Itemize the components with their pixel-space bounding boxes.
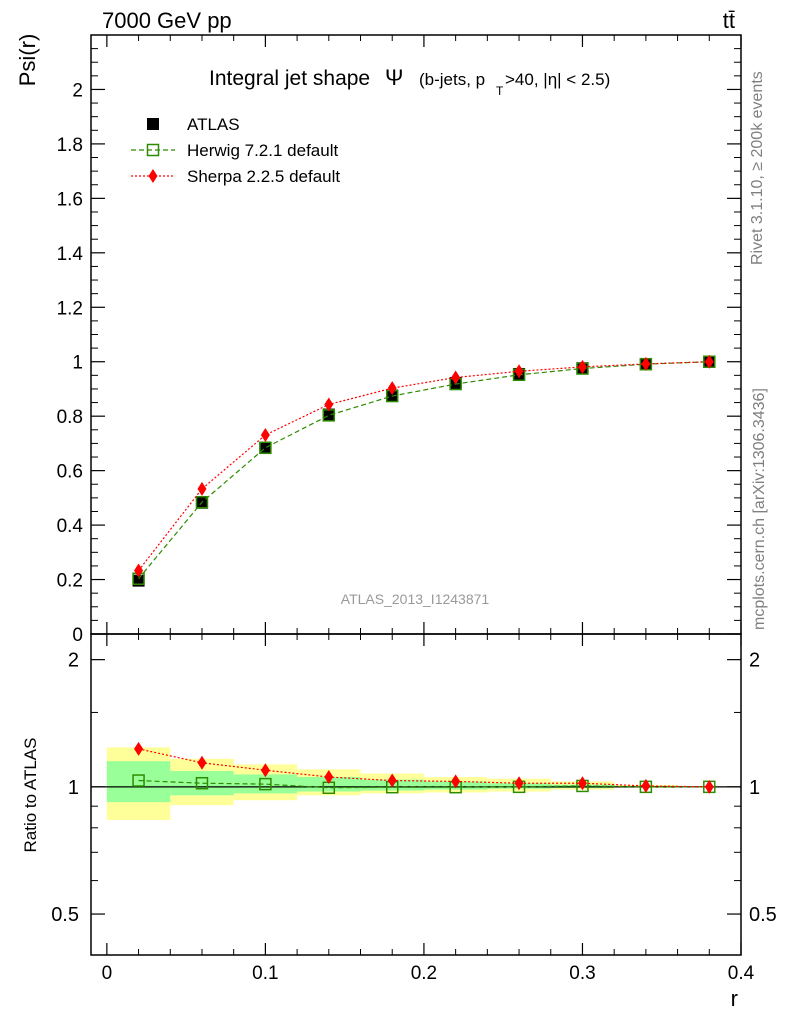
data-point-2 (577, 359, 587, 374)
data-point-2 (704, 354, 714, 369)
title-detail-a: (b-jets, p (419, 70, 485, 89)
watermark: ATLAS_2013_I1243871 (341, 591, 490, 607)
ratio-line-1 (138, 779, 710, 789)
ratio-point-2 (577, 776, 587, 791)
ratio-frame (90, 633, 742, 956)
series-line-1 (138, 361, 710, 580)
y-tick-label: 1.2 (57, 298, 83, 319)
y-tick-label: 0 (72, 625, 83, 646)
legend-label: Herwig 7.2.1 default (187, 141, 338, 160)
ratio-tick-label-right: 0.5 (749, 904, 777, 926)
main-series (132, 354, 716, 587)
ratio-tick-label-left: 2 (68, 650, 79, 672)
ratio-point-2 (324, 770, 334, 785)
ratio-point-2 (260, 763, 270, 778)
y-tick-label: 0.4 (57, 516, 84, 537)
data-point-2 (514, 364, 524, 379)
x-tick-label: 0 (102, 963, 113, 984)
axes: 0 0.1 0.2 0.3 0.4 0 0.2 0.4 0.6 0.8 1 1.2 1.4 1.6 1.8 2… (51, 34, 777, 984)
legend-label: Sherpa 2.2.5 default (187, 167, 340, 186)
y-tick-label: 1.6 (57, 189, 83, 210)
data-point-2 (324, 397, 334, 412)
legend: ATLAS Herwig 7.2.1 default Sherpa 2.2.5 de… (131, 115, 340, 186)
x-axis-label: r (731, 986, 738, 1011)
data-point-0 (259, 442, 272, 455)
ratio-point-2 (641, 778, 651, 793)
ratio-point-1 (132, 774, 145, 787)
mcplots-label: mcplots.cern.ch [arXiv:1306.3436] (751, 388, 768, 630)
ratio-tick-label-left: 0.5 (51, 904, 79, 926)
title-symbol: Ψ (385, 65, 403, 90)
data-point-1 (259, 441, 272, 455)
ratio-tick-label-right: 1 (749, 777, 760, 799)
series-line-2 (138, 361, 710, 571)
y-tick-label: 0.6 (57, 462, 83, 483)
ratio-tick-label-left: 1 (68, 777, 79, 799)
ratio-y-axis-label: Ratio to ATLAS (21, 738, 40, 853)
y-tick-label: 1.8 (57, 135, 83, 156)
data-point-2 (387, 381, 397, 396)
ratio-point-2 (514, 776, 524, 791)
data-point-2 (451, 370, 461, 385)
ratio-line-2 (138, 748, 710, 788)
ratio-tick-label-right: 2 (749, 650, 760, 672)
y-tick-label: 1.4 (57, 244, 84, 265)
data-point-2 (197, 481, 207, 496)
title-detail-b: >40, |η| < 2.5) (505, 70, 610, 89)
y-tick-label: 1 (72, 353, 83, 374)
title-detail-sub: T (496, 84, 504, 98)
ratio-point-2 (197, 755, 207, 770)
ratio-point-2 (134, 741, 144, 756)
legend-marker (147, 118, 159, 130)
data-point-2 (260, 427, 270, 442)
ratio-point-2 (704, 779, 714, 794)
uncertainty-band-green (297, 777, 361, 792)
uncertainty-band-green (106, 761, 171, 803)
ratio-point-2 (387, 773, 397, 788)
rivet-label: Rivet 3.1.10, ≥ 200k events (749, 71, 766, 265)
ratio-point-1 (259, 777, 272, 791)
x-tick-label: 0.2 (411, 963, 437, 984)
ratio-point-1 (195, 776, 209, 790)
y-tick-label: 2 (72, 80, 83, 101)
y-tick-label: 0.8 (57, 407, 83, 428)
x-tick-label: 0.1 (252, 963, 278, 984)
y-axis-label: Psi(r) (15, 34, 40, 87)
x-tick-label: 0.4 (728, 963, 755, 984)
data-point-1 (195, 495, 209, 509)
legend-label: ATLAS (187, 115, 240, 134)
chart-title: Integral jet shape Ψ (b-jets, p T >40, |… (209, 65, 610, 98)
legend-marker (146, 143, 160, 157)
header-left: 7000 GeV pp (102, 8, 232, 33)
legend-marker (148, 169, 158, 183)
y-tick-label: 0.2 (57, 571, 83, 592)
x-tick-label: 0.3 (569, 963, 595, 984)
data-point-2 (641, 356, 651, 371)
ratio-point-2 (451, 774, 461, 789)
uncertainty-band-green (170, 771, 234, 796)
ratio-series (132, 741, 716, 795)
uncertainty-band-green (233, 774, 298, 794)
title-main: Integral jet shape (209, 67, 370, 90)
data-point-2 (134, 563, 144, 578)
header-right: tt̄ (723, 8, 735, 33)
